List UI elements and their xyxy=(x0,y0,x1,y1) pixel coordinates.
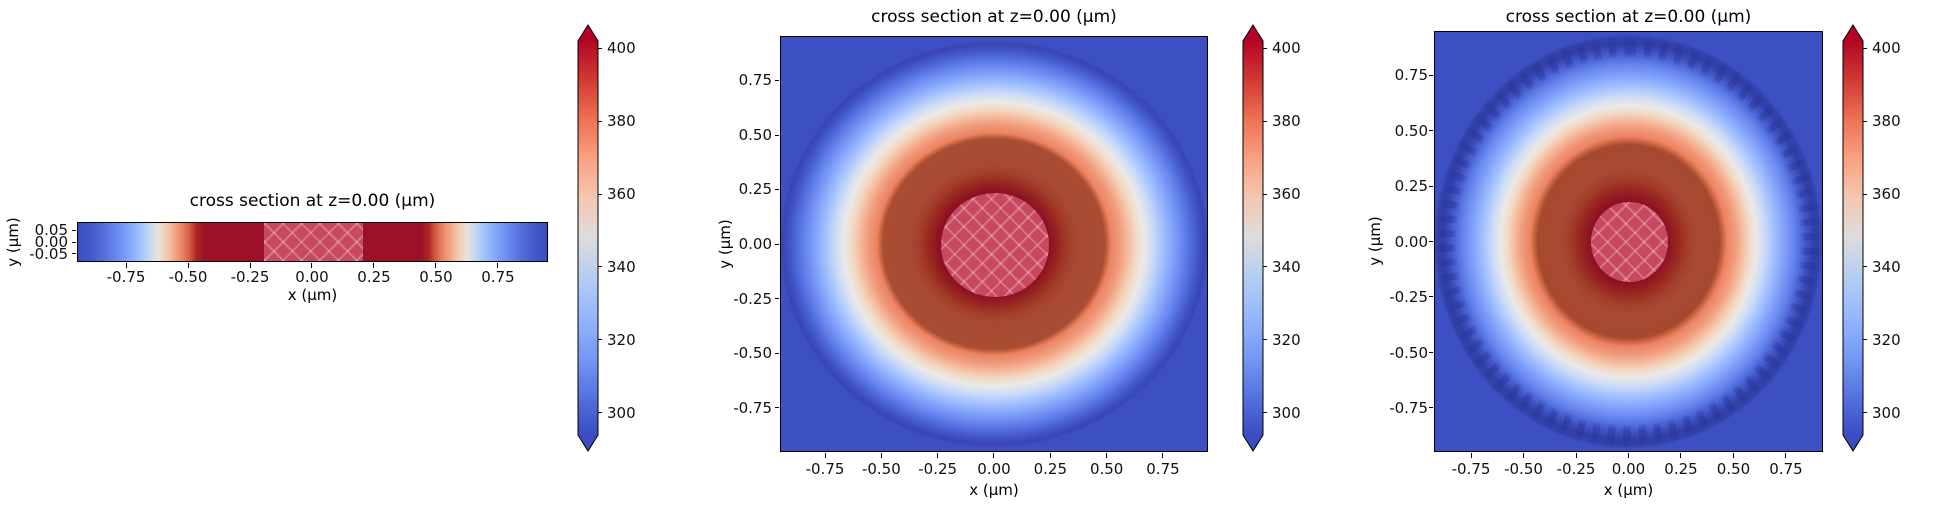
tick-mark xyxy=(1429,240,1433,242)
y-tick-marks xyxy=(72,230,76,254)
y-tick-marks xyxy=(775,80,779,408)
masked-region-hatch xyxy=(1591,202,1668,282)
masked-region-hatch xyxy=(941,193,1049,297)
tick-mark xyxy=(598,411,602,413)
colorbar-tick-marks xyxy=(1863,48,1867,413)
y-axis-label: y (µm) xyxy=(1366,216,1384,266)
x-tick-labels: -0.75 -0.50 -0.25 0.00 0.25 0.50 0.75 xyxy=(106,268,515,286)
tick-mark xyxy=(1429,351,1433,353)
tick-mark xyxy=(1263,266,1267,268)
tick-mark xyxy=(72,253,76,254)
tick-mark xyxy=(311,263,313,268)
colorbar xyxy=(1242,24,1264,452)
tick-mark xyxy=(1263,120,1267,122)
plot-title: cross section at z=0.00 (µm) xyxy=(871,7,1117,27)
y-tick-marks xyxy=(1429,75,1433,408)
tick-mark xyxy=(825,453,826,458)
colorbar xyxy=(1842,24,1864,452)
tick-mark xyxy=(598,120,602,122)
tick-mark xyxy=(496,263,498,268)
y-tick-labels: 0.75 0.50 0.25 0.00 -0.25 -0.50 -0.75 xyxy=(1389,66,1428,417)
colorbar-tick-labels: 400 380 360 340 320 300 xyxy=(1872,39,1901,422)
tick-mark xyxy=(1429,130,1433,132)
tick-mark xyxy=(1680,453,1682,458)
heatmap-image xyxy=(1434,31,1823,452)
x-tick-marks xyxy=(825,453,1163,458)
masked-region-hatch xyxy=(264,223,363,261)
tick-mark xyxy=(775,243,779,245)
tick-mark xyxy=(72,230,76,231)
tick-mark xyxy=(1263,411,1267,413)
tick-mark xyxy=(1471,453,1472,458)
tick-mark xyxy=(1161,453,1163,458)
tick-mark xyxy=(126,263,127,268)
plot-title: cross section at z=0.00 (µm) xyxy=(189,191,436,211)
tick-mark xyxy=(1863,193,1867,195)
tick-mark xyxy=(598,266,602,268)
tick-mark xyxy=(598,193,602,195)
tick-mark xyxy=(435,263,437,268)
tick-mark xyxy=(1263,193,1267,195)
y-tick-labels: 0.75 0.50 0.25 0.00 -0.25 -0.50 -0.75 xyxy=(733,71,772,417)
tick-mark xyxy=(1863,266,1867,268)
tick-mark xyxy=(1429,75,1433,76)
tick-mark xyxy=(1049,453,1051,458)
tick-mark xyxy=(937,453,939,458)
tick-mark xyxy=(373,263,375,268)
heatmap-image xyxy=(77,222,548,262)
y-tick-labels: 0.05 0.00 -0.05 xyxy=(29,221,68,263)
tick-mark xyxy=(249,263,251,268)
y-axis-label: y (µm) xyxy=(4,217,22,267)
tick-mark xyxy=(1263,48,1267,49)
tick-mark xyxy=(775,352,779,354)
tick-mark xyxy=(775,80,779,81)
colorbar-tick-labels: 400 380 360 340 320 300 xyxy=(607,39,636,422)
tick-mark xyxy=(775,134,779,136)
tick-mark xyxy=(1863,411,1867,413)
x-tick-labels: -0.75 -0.50 -0.25 0.00 0.25 0.50 0.75 xyxy=(1451,460,1803,478)
tick-mark xyxy=(1523,453,1525,458)
tick-mark xyxy=(993,453,995,458)
tick-mark xyxy=(775,407,779,408)
x-tick-labels: -0.75 -0.50 -0.25 0.00 0.25 0.50 0.75 xyxy=(805,460,1180,478)
colorbar-tick-marks xyxy=(1263,48,1267,413)
tick-mark xyxy=(1263,339,1267,341)
tick-mark xyxy=(1575,453,1577,458)
colorbar xyxy=(577,24,599,452)
x-tick-marks xyxy=(126,263,498,268)
colorbar-tick-marks xyxy=(598,48,602,413)
tick-mark xyxy=(1863,120,1867,122)
heatmap-image xyxy=(780,36,1208,452)
x-tick-marks xyxy=(1471,453,1786,458)
x-axis-label: x (µm) xyxy=(969,481,1019,499)
tick-mark xyxy=(775,189,779,190)
x-axis-label: x (µm) xyxy=(1603,481,1654,499)
tick-mark xyxy=(1732,453,1734,458)
tick-mark xyxy=(72,241,76,243)
tick-mark xyxy=(1784,453,1786,458)
colorbar-tick-labels: 400 380 360 340 320 300 xyxy=(1272,39,1301,422)
plot-title: cross section at z=0.00 (µm) xyxy=(1505,7,1752,27)
tick-mark xyxy=(598,48,602,49)
x-axis-label: x (µm) xyxy=(287,286,338,304)
tick-mark xyxy=(1429,296,1433,298)
tick-mark xyxy=(775,298,779,299)
tick-mark xyxy=(187,263,189,268)
tick-mark xyxy=(1863,48,1867,49)
tick-mark xyxy=(1105,453,1107,458)
tick-mark xyxy=(1429,406,1433,408)
tick-mark xyxy=(1429,185,1433,187)
tick-mark xyxy=(1627,453,1629,458)
tick-mark xyxy=(598,339,602,341)
tick-mark xyxy=(881,453,883,458)
tick-mark xyxy=(1863,339,1867,341)
